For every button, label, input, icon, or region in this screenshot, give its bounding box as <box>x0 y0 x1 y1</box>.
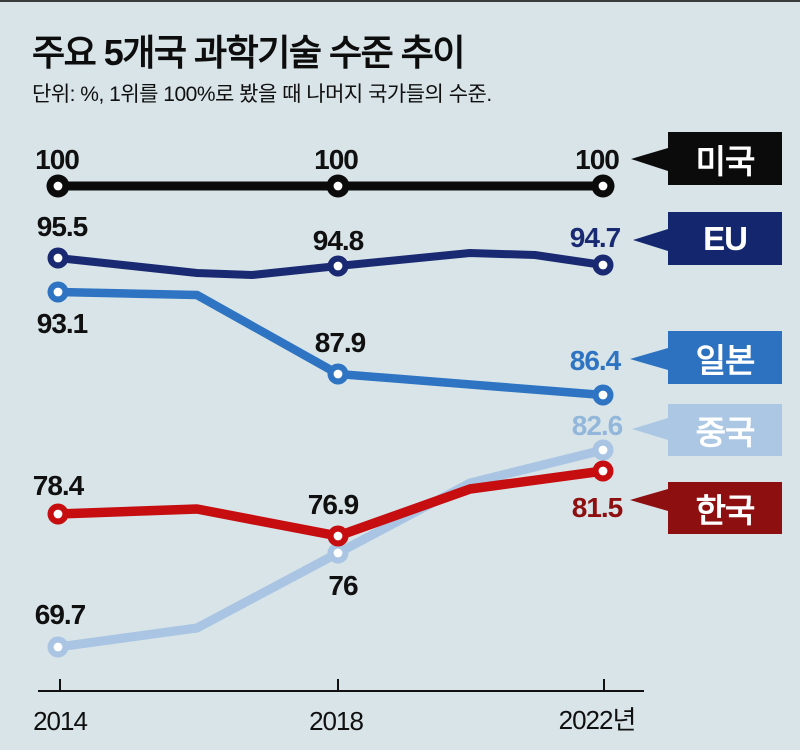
value-label-eu: 94.8 <box>313 225 364 256</box>
x-tick-label: 2014 <box>33 706 87 736</box>
value-label-japan: 93.1 <box>37 308 88 339</box>
value-label-usa: 100 <box>35 144 79 175</box>
marker-center-usa <box>598 181 608 191</box>
unit-note: 단위: %, 1위를 100%로 봤을 때 나머지 국가들의 수준. <box>32 83 492 106</box>
legend-item-japan: 일본 <box>668 331 782 384</box>
marker-center-japan <box>598 390 608 400</box>
legend-tail-japan <box>630 348 668 370</box>
legend-label-china: 중국 <box>695 414 756 451</box>
value-label-usa: 100 <box>575 144 619 175</box>
legend-tail-eu <box>633 229 668 251</box>
legend-label-korea: 한국 <box>695 492 756 529</box>
legend-label-japan: 일본 <box>695 341 756 379</box>
marker-center-japan <box>53 287 63 297</box>
x-tick-label: 2022년 <box>559 705 636 735</box>
legend-item-korea: 한국 <box>668 482 782 534</box>
legend-item-usa: 미국 <box>668 132 782 185</box>
legend-tail-china <box>632 418 668 440</box>
marker-center-japan <box>333 369 343 379</box>
marker-center-china <box>333 548 343 558</box>
legend-tail-korea <box>630 489 668 511</box>
value-label-eu: 95.5 <box>37 211 88 242</box>
x-tick-label: 2018 <box>309 706 363 736</box>
marker-center-korea <box>53 509 63 519</box>
marker-center-usa <box>333 181 343 191</box>
legend-label-eu: EU <box>703 219 748 257</box>
value-label-china: 69.7 <box>35 599 86 630</box>
marker-center-korea <box>598 466 608 476</box>
legend-item-eu: EU <box>668 212 782 265</box>
marker-center-eu <box>333 261 343 271</box>
value-label-korea: 81.5 <box>572 492 623 523</box>
value-label-china: 82.6 <box>572 410 623 441</box>
marker-center-eu <box>53 253 63 263</box>
page-title: 주요 5개국 과학기술 수준 추이 <box>32 32 465 73</box>
legend-label-usa: 미국 <box>695 142 756 180</box>
marker-center-eu <box>598 260 608 270</box>
value-label-japan: 86.4 <box>570 345 622 376</box>
value-label-usa: 100 <box>314 144 358 175</box>
marker-center-china <box>53 642 63 652</box>
value-label-korea: 76.9 <box>308 489 359 520</box>
value-label-japan: 87.9 <box>315 327 366 358</box>
marker-center-usa <box>53 181 63 191</box>
value-label-china: 76 <box>328 570 358 601</box>
marker-center-korea <box>333 531 343 541</box>
value-label-korea: 78.4 <box>33 470 85 501</box>
series-line-japan <box>53 287 608 400</box>
value-label-eu: 94.7 <box>570 222 621 253</box>
legend-item-china: 중국 <box>668 404 782 456</box>
marker-center-china <box>598 445 608 455</box>
legend-tail-usa <box>631 148 668 171</box>
